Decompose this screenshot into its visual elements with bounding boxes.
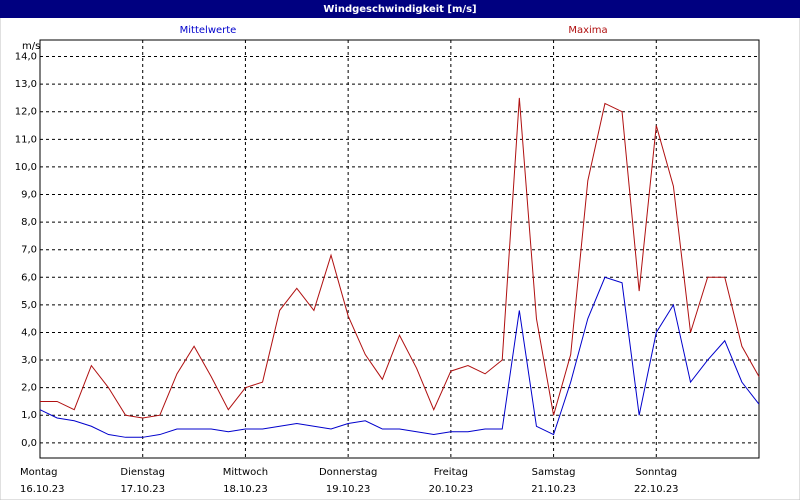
y-tick-label: 14,0 <box>15 52 37 63</box>
x-tick-label: Freitag <box>434 467 468 478</box>
data-line <box>39 276 760 438</box>
legend-label: Mittelwerte <box>180 25 237 36</box>
legend-label: Maxima <box>568 25 607 36</box>
y-tick-label: 9,0 <box>21 190 37 201</box>
x-tick-date: 18.10.23 <box>223 484 268 495</box>
x-tick-label: Mittwoch <box>223 467 268 478</box>
x-tick-date: 17.10.23 <box>120 484 165 495</box>
y-tick-label: 12,0 <box>15 107 37 118</box>
y-tick-label: 5,0 <box>21 300 37 311</box>
x-tick-label: Sonntag <box>636 467 678 478</box>
x-tick-label: Samstag <box>532 467 576 478</box>
title-bar <box>0 0 800 18</box>
y-tick-label: 10,0 <box>15 162 37 173</box>
y-tick-label: 11,0 <box>15 134 37 145</box>
x-tick-date: 19.10.23 <box>326 484 371 495</box>
x-tick-label: Donnerstag <box>319 467 377 478</box>
y-tick-label: 0,0 <box>21 438 37 449</box>
y-tick-label: 7,0 <box>21 245 37 256</box>
y-axis-label: m/s <box>22 41 40 52</box>
y-tick-label: 8,0 <box>21 217 37 228</box>
x-tick-date: 22.10.23 <box>634 484 679 495</box>
y-tick-label: 3,0 <box>21 355 37 366</box>
x-tick-label: Dienstag <box>120 467 165 478</box>
y-tick-label: 13,0 <box>15 79 37 90</box>
y-tick-label: 1,0 <box>21 410 37 421</box>
x-tick-date: 16.10.23 <box>20 484 65 495</box>
y-tick-label: 4,0 <box>21 327 37 338</box>
plot-area <box>39 39 760 459</box>
y-tick-label: 2,0 <box>21 383 37 394</box>
data-line <box>40 97 760 419</box>
x-tick-label: Montag <box>20 467 57 478</box>
x-tick-date: 21.10.23 <box>531 484 576 495</box>
y-tick-label: 6,0 <box>21 272 37 283</box>
x-tick-date: 20.10.23 <box>429 484 474 495</box>
chart-title: Windgeschwindigkeit [m/s] <box>323 4 476 15</box>
